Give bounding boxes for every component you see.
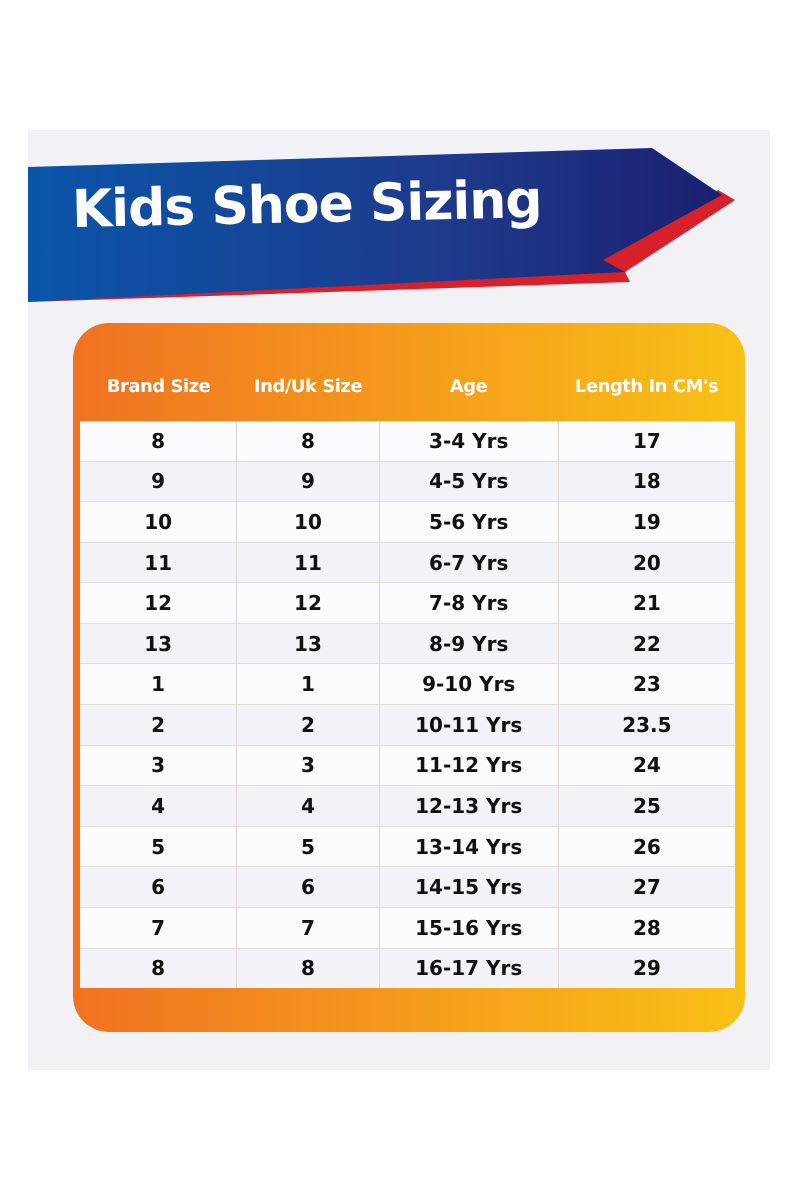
cell-age: 8-9 Yrs xyxy=(380,623,559,664)
cell-brand-size: 7 xyxy=(80,907,238,948)
cell-brand-size: 9 xyxy=(80,461,238,502)
cell-age: 5-6 Yrs xyxy=(380,502,559,542)
cell-age: 4-5 Yrs xyxy=(380,461,559,502)
cell-length-cm: 21 xyxy=(632,591,661,616)
cell-brand-size: 4 xyxy=(80,786,238,826)
cell-age: 6-7 Yrs xyxy=(380,542,559,583)
cell-brand-size: 10 xyxy=(80,502,238,542)
cell-age: 11-12 Yrs xyxy=(380,745,559,786)
table-row: 9 9 4-5 Yrs 18 xyxy=(80,461,735,503)
cell-brand-size: 8 xyxy=(80,948,238,989)
table-row: 8 8 16-17 Yrs 29 xyxy=(80,948,735,989)
cell-length-cm: 17 xyxy=(632,428,661,453)
cell-brand-size: 6 xyxy=(80,867,238,907)
cell-brand-size: 2 xyxy=(80,705,238,745)
cell-brand-size: 3 xyxy=(80,745,238,786)
table-row: 5 5 13-14 Yrs 26 xyxy=(80,826,735,868)
cell-age: 3-4 Yrs xyxy=(380,421,559,461)
cell-length-cm: 25 xyxy=(632,793,661,818)
header-length: Length In CM's xyxy=(574,375,719,397)
cell-length-cm: 23 xyxy=(632,672,661,697)
size-table: 8 8 3-4 Yrs 17 9 9 4-5 Yrs 18 10 10 5-6 Yrs 19 11 11 6… xyxy=(80,421,735,989)
table-row: 1 1 9-10 Yrs 23 xyxy=(80,664,735,706)
cell-ind-uk-size: 6 xyxy=(237,867,380,907)
cell-age: 10-11 Yrs xyxy=(380,705,559,745)
cell-brand-size: 12 xyxy=(80,583,238,623)
table-row: 12 12 7-8 Yrs 21 xyxy=(80,583,735,624)
cell-length-cm: 23.5 xyxy=(622,712,672,737)
cell-ind-uk-size: 2 xyxy=(237,705,380,745)
cell-ind-uk-size: 3 xyxy=(237,745,380,786)
cell-ind-uk-size: 12 xyxy=(237,583,380,623)
cell-length-cm: 28 xyxy=(632,915,661,940)
cell-ind-uk-size: 7 xyxy=(237,907,380,948)
page-title: Kids Shoe Sizing xyxy=(71,170,543,240)
cell-ind-uk-size: 4 xyxy=(237,786,380,826)
cell-ind-uk-size: 11 xyxy=(237,542,380,583)
cell-length-cm: 19 xyxy=(632,509,661,534)
cell-length-cm: 27 xyxy=(632,875,661,900)
cell-age: 16-17 Yrs xyxy=(380,948,559,989)
cell-brand-size: 13 xyxy=(80,623,238,664)
cell-length-cm: 26 xyxy=(632,834,661,859)
header-ind-uk-size: Ind/Uk Size xyxy=(253,375,363,397)
cell-age: 9-10 Yrs xyxy=(380,664,559,705)
cell-length-cm: 24 xyxy=(632,753,661,778)
cell-length-cm: 22 xyxy=(632,631,661,656)
cell-ind-uk-size: 8 xyxy=(237,948,380,989)
cell-brand-size: 1 xyxy=(80,664,238,705)
header-age: Age xyxy=(449,375,488,397)
cell-brand-size: 5 xyxy=(80,826,238,867)
cell-age: 15-16 Yrs xyxy=(380,907,559,948)
cell-ind-uk-size: 13 xyxy=(237,623,380,664)
cell-age: 14-15 Yrs xyxy=(380,867,559,907)
table-row: 11 11 6-7 Yrs 20 xyxy=(80,542,735,584)
table-row: 7 7 15-16 Yrs 28 xyxy=(80,907,735,949)
table-row: 3 3 11-12 Yrs 24 xyxy=(80,745,735,787)
cell-ind-uk-size: 10 xyxy=(237,502,380,542)
cell-age: 7-8 Yrs xyxy=(380,583,559,623)
cell-ind-uk-size: 8 xyxy=(237,421,380,461)
cell-ind-uk-size: 9 xyxy=(237,461,380,502)
cell-length-cm: 29 xyxy=(632,956,661,981)
cell-length-cm: 18 xyxy=(632,469,661,494)
table-row: 8 8 3-4 Yrs 17 xyxy=(80,421,735,462)
banner-blue-ribbon xyxy=(28,148,722,302)
table-header: Brand Size Ind/Uk Size Age Length In CM'… xyxy=(80,360,735,412)
table-row: 6 6 14-15 Yrs 27 xyxy=(80,867,735,908)
table-row: 4 4 12-13 Yrs 25 xyxy=(80,786,735,827)
table-row: 2 2 10-11 Yrs 23.5 xyxy=(80,705,735,746)
title-banner xyxy=(28,148,735,302)
cell-length-cm: 20 xyxy=(632,550,661,575)
cell-brand-size: 11 xyxy=(80,542,238,583)
cell-ind-uk-size: 5 xyxy=(237,826,380,867)
cell-age: 13-14 Yrs xyxy=(380,826,559,867)
table-row: 13 13 8-9 Yrs 22 xyxy=(80,623,735,665)
cell-brand-size: 8 xyxy=(80,421,238,461)
cell-age: 12-13 Yrs xyxy=(380,786,559,826)
cell-ind-uk-size: 1 xyxy=(237,664,380,705)
table-row: 10 10 5-6 Yrs 19 xyxy=(80,502,735,543)
header-brand-size: Brand Size xyxy=(106,375,211,397)
